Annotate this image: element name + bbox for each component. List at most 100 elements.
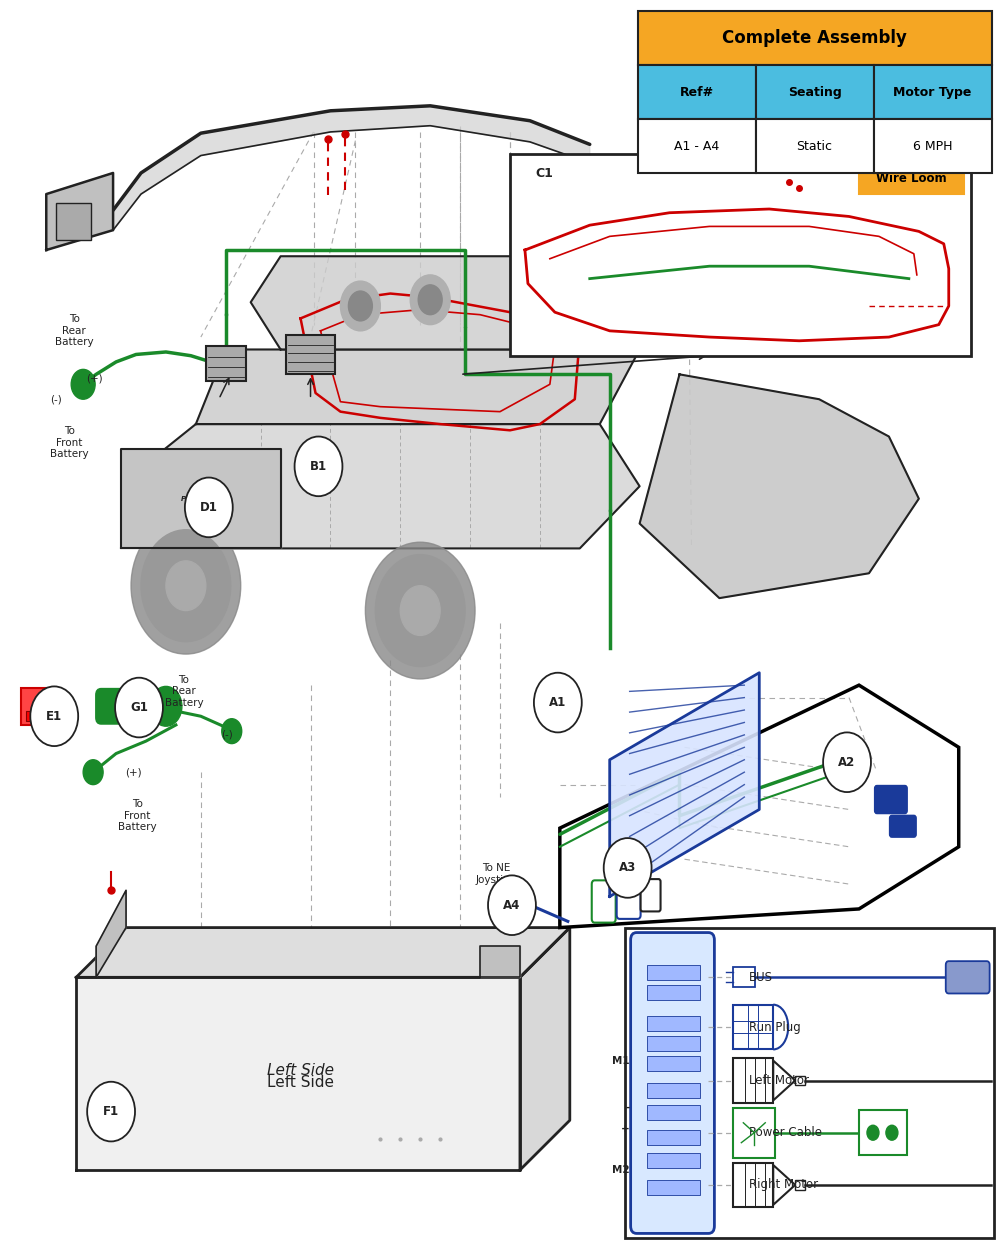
Bar	[795, 1180, 805, 1190]
Bar	[795, 1075, 805, 1085]
Polygon shape	[46, 173, 113, 250]
Bar	[647, 1180, 700, 1195]
Bar	[26, 711, 36, 721]
Text: (-): (-)	[50, 394, 62, 404]
Circle shape	[418, 285, 442, 315]
FancyBboxPatch shape	[96, 689, 161, 724]
Text: BUS: BUS	[749, 971, 773, 984]
Polygon shape	[480, 946, 520, 977]
Text: (+): (+)	[125, 768, 141, 778]
FancyBboxPatch shape	[631, 932, 714, 1234]
Text: Wire Loom: Wire Loom	[876, 172, 947, 186]
Circle shape	[87, 1082, 135, 1141]
Polygon shape	[773, 1060, 795, 1100]
Text: PERMOBIL: PERMOBIL	[180, 496, 221, 502]
Circle shape	[141, 530, 231, 642]
Text: Seating: Seating	[788, 86, 841, 98]
Polygon shape	[610, 673, 759, 897]
Bar	[39, 711, 49, 721]
Text: A4: A4	[503, 898, 521, 912]
Circle shape	[823, 733, 871, 792]
Bar	[647, 1105, 700, 1120]
Circle shape	[166, 561, 206, 611]
Polygon shape	[96, 891, 126, 977]
Polygon shape	[640, 374, 919, 598]
Circle shape	[83, 760, 103, 785]
Circle shape	[131, 517, 241, 654]
Text: Complete Assembly: Complete Assembly	[722, 29, 907, 47]
Circle shape	[886, 1125, 898, 1140]
Circle shape	[410, 275, 450, 325]
Bar	[647, 1130, 700, 1145]
Bar	[638, 65, 756, 120]
Text: B1: B1	[310, 460, 327, 472]
Circle shape	[867, 1125, 879, 1140]
Polygon shape	[76, 977, 520, 1170]
Polygon shape	[520, 927, 570, 1170]
Text: To
Front
Battery: To Front Battery	[50, 426, 89, 460]
Bar	[647, 1083, 700, 1098]
Circle shape	[604, 839, 652, 898]
Circle shape	[534, 673, 582, 733]
Text: G1: G1	[130, 701, 148, 714]
Text: F1: F1	[103, 1105, 119, 1118]
Text: Left Side: Left Side	[267, 1075, 334, 1090]
Circle shape	[375, 554, 465, 667]
Text: M1: M1	[612, 1055, 630, 1065]
Circle shape	[400, 586, 440, 635]
Bar	[625, 927, 994, 1239]
Bar	[874, 65, 992, 120]
Text: Static: Static	[797, 140, 833, 152]
Bar	[638, 120, 756, 173]
Bar	[286, 335, 335, 374]
Bar	[756, 65, 874, 120]
Bar	[756, 120, 874, 173]
Polygon shape	[126, 424, 640, 548]
FancyBboxPatch shape	[641, 880, 661, 911]
Text: A1 - A4: A1 - A4	[674, 140, 719, 152]
Bar	[647, 984, 700, 999]
Circle shape	[30, 687, 78, 746]
Circle shape	[185, 477, 233, 537]
Text: Ref#: Ref#	[680, 86, 714, 98]
Circle shape	[222, 719, 242, 744]
FancyBboxPatch shape	[890, 816, 916, 837]
Bar	[56, 203, 91, 240]
Text: To
Rear
Battery: To Rear Battery	[55, 314, 93, 348]
Bar	[638, 11, 992, 65]
Polygon shape	[121, 449, 281, 548]
Text: To NE
Joystick: To NE Joystick	[476, 863, 516, 885]
Text: A1: A1	[549, 697, 566, 709]
Bar	[859, 163, 964, 194]
Bar	[733, 1163, 773, 1207]
Polygon shape	[251, 257, 600, 349]
Polygon shape	[113, 106, 590, 231]
Text: Run Plug: Run Plug	[749, 1020, 801, 1033]
Text: D1: D1	[200, 501, 218, 513]
Circle shape	[150, 687, 182, 726]
Bar	[206, 345, 246, 380]
Bar	[647, 1055, 700, 1070]
Circle shape	[512, 888, 532, 912]
Text: (+): (+)	[86, 373, 102, 383]
Polygon shape	[773, 1165, 795, 1205]
Text: E1: E1	[46, 710, 62, 723]
Text: C1: C1	[535, 167, 553, 179]
Bar	[510, 155, 971, 355]
Bar	[733, 1058, 773, 1103]
Text: 6 MPH: 6 MPH	[913, 140, 952, 152]
Bar	[733, 1004, 773, 1049]
Text: M2: M2	[612, 1165, 630, 1175]
Text: A2: A2	[838, 756, 856, 769]
FancyBboxPatch shape	[946, 961, 990, 993]
Bar	[733, 967, 755, 987]
Polygon shape	[196, 349, 640, 424]
Text: A3: A3	[619, 861, 636, 875]
Bar	[647, 964, 700, 979]
Circle shape	[115, 678, 163, 738]
Bar	[733, 1108, 775, 1158]
Polygon shape	[76, 927, 570, 977]
Text: Right Motor: Right Motor	[749, 1179, 818, 1191]
Bar	[647, 1035, 700, 1050]
Circle shape	[295, 436, 342, 496]
